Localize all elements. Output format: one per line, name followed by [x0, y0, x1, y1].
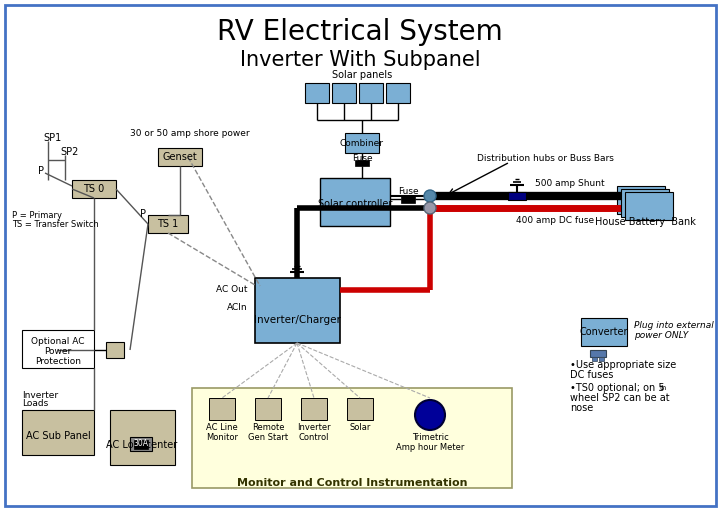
Text: 30 or 50 amp shore power: 30 or 50 amp shore power: [130, 128, 249, 137]
Circle shape: [424, 202, 436, 214]
Bar: [255, 278, 340, 343]
Text: DC fuses: DC fuses: [570, 370, 614, 380]
Bar: [592, 357, 597, 361]
Text: Optional AC: Optional AC: [31, 337, 85, 345]
Bar: [22, 410, 94, 455]
Text: th: th: [660, 385, 667, 391]
Text: Distribution hubs or Buss Bars: Distribution hubs or Buss Bars: [477, 153, 614, 162]
Text: P: P: [38, 166, 44, 176]
Text: Protection: Protection: [35, 357, 81, 365]
Bar: [130, 437, 152, 451]
Text: Control: Control: [298, 432, 329, 442]
Bar: [355, 160, 369, 166]
Circle shape: [424, 190, 436, 202]
Bar: [359, 83, 383, 103]
Text: AC Sub Panel: AC Sub Panel: [26, 431, 90, 441]
Bar: [386, 83, 410, 103]
Text: Genset: Genset: [163, 152, 198, 162]
Text: TS 1: TS 1: [157, 219, 179, 229]
Text: TS 0: TS 0: [84, 184, 105, 194]
Bar: [332, 83, 356, 103]
Text: power ONLY: power ONLY: [634, 331, 689, 339]
Text: Combiner: Combiner: [340, 138, 384, 148]
Text: Solar panels: Solar panels: [332, 70, 392, 80]
Text: Power: Power: [45, 346, 71, 356]
Text: 30A: 30A: [133, 439, 149, 449]
Text: Remote: Remote: [252, 424, 284, 432]
Text: •Use appropriate size: •Use appropriate size: [570, 360, 676, 370]
Bar: [401, 196, 415, 203]
Text: wheel SP2 can be at: wheel SP2 can be at: [570, 393, 670, 403]
Text: TS = Transfer Switch: TS = Transfer Switch: [12, 220, 99, 228]
Bar: [148, 215, 188, 233]
Bar: [320, 178, 390, 226]
Bar: [110, 410, 175, 465]
Text: Gen Start: Gen Start: [248, 432, 288, 442]
Text: P = Primary: P = Primary: [12, 211, 62, 220]
Bar: [134, 440, 148, 449]
Bar: [305, 83, 329, 103]
Text: Trimetric: Trimetric: [412, 433, 448, 443]
Bar: [209, 398, 235, 420]
Text: Inverter: Inverter: [22, 390, 58, 400]
Text: P: P: [140, 209, 146, 219]
Bar: [621, 189, 669, 217]
Text: SP1: SP1: [43, 133, 61, 143]
Bar: [590, 350, 606, 357]
Text: SP2: SP2: [60, 147, 79, 157]
Bar: [581, 318, 627, 346]
Bar: [301, 398, 327, 420]
Bar: [255, 398, 281, 420]
Text: Monitor and Control Instrumentation: Monitor and Control Instrumentation: [236, 478, 467, 488]
Text: RV Electrical System: RV Electrical System: [217, 18, 503, 46]
Bar: [106, 342, 124, 358]
Text: Inverter/Charger: Inverter/Charger: [254, 315, 340, 325]
Bar: [22, 330, 94, 368]
Text: nose: nose: [570, 403, 593, 413]
Bar: [617, 186, 665, 214]
Text: •TS0 optional; on 5: •TS0 optional; on 5: [570, 383, 665, 393]
Bar: [508, 192, 526, 200]
Text: Solar: Solar: [349, 424, 371, 432]
Text: Plug into external: Plug into external: [634, 320, 714, 330]
Text: Converter: Converter: [580, 327, 628, 337]
Bar: [599, 357, 604, 361]
Bar: [72, 180, 116, 198]
Text: 400 amp DC fuse: 400 amp DC fuse: [516, 216, 594, 224]
Text: Amp hour Meter: Amp hour Meter: [396, 443, 464, 452]
Text: Monitor: Monitor: [206, 432, 238, 442]
Text: AC Out: AC Out: [216, 286, 248, 294]
Bar: [347, 398, 373, 420]
Text: AC Loadcenter: AC Loadcenter: [107, 440, 177, 450]
Text: Loads: Loads: [22, 400, 48, 408]
Circle shape: [415, 400, 445, 430]
Text: 500 amp Shunt: 500 amp Shunt: [535, 178, 605, 188]
Text: ACIn: ACIn: [227, 304, 248, 313]
Text: AC Line: AC Line: [206, 424, 238, 432]
Text: Solar controller: Solar controller: [318, 199, 392, 209]
Bar: [158, 148, 202, 166]
Text: House Battery  Bank: House Battery Bank: [595, 217, 696, 227]
Bar: [625, 192, 673, 220]
Text: Fuse: Fuse: [398, 187, 418, 196]
Text: Inverter: Inverter: [297, 424, 331, 432]
Bar: [345, 133, 379, 153]
Text: Inverter With Subpanel: Inverter With Subpanel: [239, 50, 480, 70]
Bar: [192, 388, 512, 488]
Text: Fuse: Fuse: [352, 153, 372, 162]
